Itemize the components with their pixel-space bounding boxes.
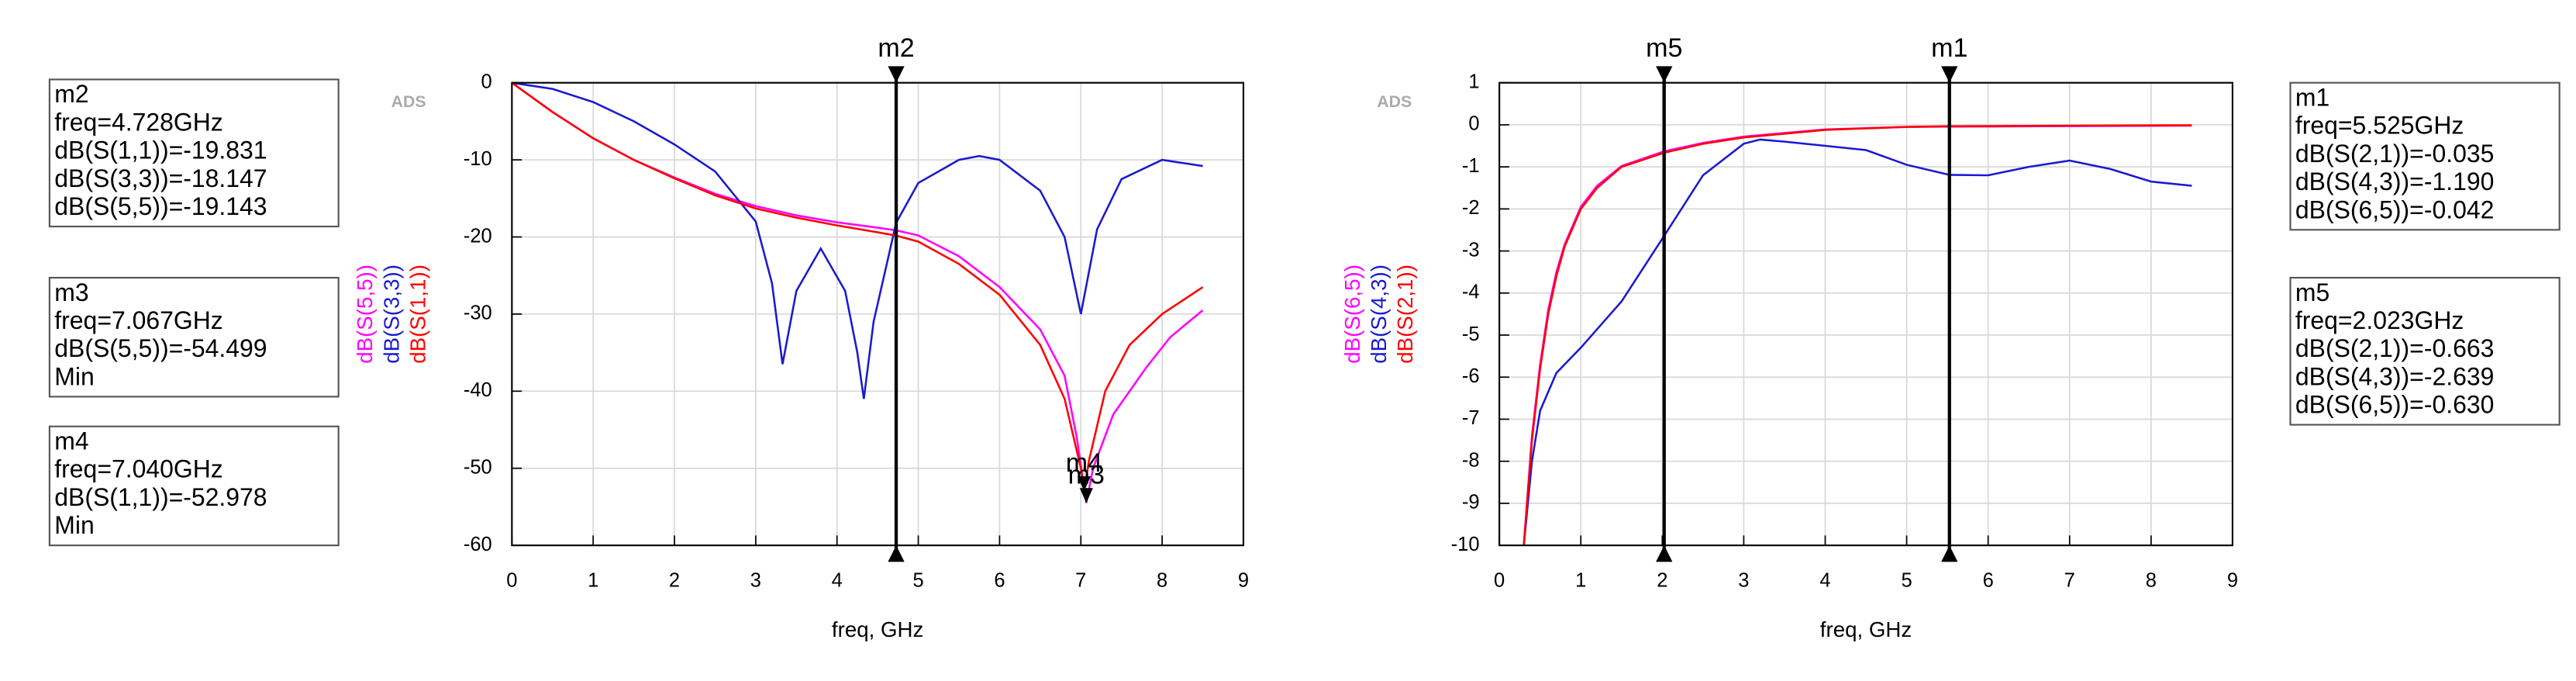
y-tick-label: -2 bbox=[1462, 197, 1480, 219]
legend-entry: dB(S(2,1)) bbox=[1393, 264, 1417, 364]
marker-box bbox=[2289, 276, 2560, 426]
x-tick-label: 1 bbox=[1575, 570, 1586, 592]
legend-entry: dB(S(5,5)) bbox=[353, 264, 377, 364]
watermark: ADS bbox=[391, 92, 426, 111]
x-axis-label: freq, GHz bbox=[832, 617, 923, 641]
marker-box-line: freq=7.067GHz bbox=[54, 306, 222, 334]
y-tick-label: -7 bbox=[1462, 407, 1480, 429]
marker-box-line: freq=5.525GHz bbox=[2295, 112, 2464, 140]
marker-arrow bbox=[1941, 66, 1958, 83]
marker-box bbox=[48, 425, 340, 547]
x-tick-label: 4 bbox=[832, 570, 843, 592]
series-line bbox=[1522, 124, 2192, 546]
x-tick-label: 7 bbox=[2064, 570, 2075, 592]
x-tick-label: 4 bbox=[1819, 570, 1830, 592]
watermark: ADS bbox=[1377, 92, 1412, 111]
marker-label: m4 bbox=[1066, 448, 1102, 478]
x-tick-label: 3 bbox=[1738, 570, 1749, 592]
marker-box-title: m5 bbox=[2295, 278, 2329, 306]
marker-label: m1 bbox=[1931, 33, 1967, 63]
marker-box bbox=[48, 78, 340, 228]
marker-box-line: dB(S(6,5))=-0.042 bbox=[2295, 195, 2495, 223]
marker-box-line: dB(S(2,1))=-0.035 bbox=[2295, 140, 2495, 168]
marker-arrow bbox=[888, 545, 905, 562]
marker-arrow bbox=[1941, 545, 1958, 562]
x-tick-label: 0 bbox=[1494, 570, 1505, 592]
series-line bbox=[512, 81, 1203, 399]
x-tick-label: 5 bbox=[1901, 570, 1912, 592]
legend-entry: dB(S(6,5)) bbox=[1340, 264, 1364, 364]
marker-box-line: dB(S(6,5))=-0.630 bbox=[2295, 391, 2495, 419]
marker-box bbox=[48, 276, 340, 398]
marker-box-line: freq=2.023GHz bbox=[2295, 306, 2464, 334]
marker-box-line: freq=4.728GHz bbox=[54, 108, 222, 136]
marker-arrow bbox=[888, 66, 905, 83]
marker-box-line: dB(S(2,1))=-0.663 bbox=[2295, 334, 2495, 362]
marker-box-line: Min bbox=[54, 362, 94, 390]
marker-box-line: freq=7.040GHz bbox=[54, 455, 222, 483]
x-tick-label: 6 bbox=[994, 570, 1005, 592]
marker-box-line: Min bbox=[54, 511, 94, 539]
marker-box-line: dB(S(4,3))=-2.639 bbox=[2295, 362, 2495, 390]
y-tick-label: 1 bbox=[1468, 71, 1479, 92]
y-tick-label: -40 bbox=[464, 379, 492, 401]
y-tick-label: -6 bbox=[1462, 365, 1480, 387]
y-tick-label: -1 bbox=[1462, 155, 1480, 177]
y-tick-label: 0 bbox=[481, 71, 492, 92]
y-tick-label: -10 bbox=[1451, 534, 1480, 555]
marker-arrow bbox=[1656, 545, 1673, 562]
marker-box-line: dB(S(1,1))=-52.978 bbox=[54, 483, 267, 511]
x-tick-label: 5 bbox=[912, 570, 923, 592]
x-tick-label: 2 bbox=[669, 570, 680, 592]
x-tick-label: 8 bbox=[2146, 570, 2157, 592]
legend-entry: dB(S(4,3)) bbox=[1367, 264, 1391, 364]
x-tick-label: 1 bbox=[588, 570, 598, 592]
plot-frame bbox=[511, 81, 1245, 547]
x-tick-label: 2 bbox=[1657, 570, 1667, 592]
x-tick-label: 0 bbox=[506, 570, 517, 592]
y-tick-label: -9 bbox=[1462, 492, 1480, 513]
y-tick-label: -8 bbox=[1462, 449, 1480, 471]
marker-label: m5 bbox=[1646, 33, 1682, 63]
y-tick-label: -10 bbox=[464, 148, 492, 170]
y-tick-label: -4 bbox=[1462, 282, 1480, 303]
marker-box-title: m2 bbox=[54, 80, 88, 108]
series-line bbox=[511, 81, 1204, 492]
y-tick-label: -60 bbox=[464, 534, 492, 555]
x-tick-label: 6 bbox=[1983, 570, 1994, 592]
marker-point bbox=[1077, 476, 1091, 492]
y-tick-label: -30 bbox=[464, 302, 492, 324]
marker-arrow bbox=[1656, 66, 1673, 83]
x-tick-label: 3 bbox=[750, 570, 761, 592]
marker-box-title: m3 bbox=[54, 278, 88, 306]
marker-box-title: m4 bbox=[54, 427, 88, 455]
x-axis-label: freq, GHz bbox=[1820, 617, 1912, 641]
legend-entry: dB(S(3,3)) bbox=[379, 264, 403, 364]
marker-box-line: dB(S(3,3))=-18.147 bbox=[54, 164, 267, 192]
y-tick-label: -50 bbox=[464, 456, 492, 478]
x-tick-label: 7 bbox=[1075, 570, 1086, 592]
x-tick-label: 8 bbox=[1157, 570, 1167, 592]
series-line bbox=[511, 81, 1204, 503]
marker-point bbox=[1079, 488, 1093, 503]
series-line bbox=[1522, 138, 2192, 546]
y-tick-label: 0 bbox=[1468, 113, 1479, 135]
x-tick-label: 9 bbox=[1238, 570, 1249, 592]
marker-box-title: m1 bbox=[2295, 83, 2329, 111]
x-tick-label: 9 bbox=[2227, 570, 2238, 592]
y-tick-label: -5 bbox=[1462, 323, 1480, 345]
marker-box-line: dB(S(5,5))=-19.143 bbox=[54, 192, 267, 220]
marker-box-line: dB(S(1,1))=-19.831 bbox=[54, 137, 267, 164]
y-tick-label: -20 bbox=[464, 225, 492, 247]
y-tick-label: -3 bbox=[1462, 239, 1480, 261]
marker-label: m2 bbox=[878, 33, 914, 63]
marker-box-line: dB(S(5,5))=-54.499 bbox=[54, 334, 267, 362]
plot-frame bbox=[1498, 81, 2233, 547]
legend-entry: dB(S(1,1)) bbox=[405, 264, 429, 364]
marker-box bbox=[2289, 81, 2560, 231]
marker-box-line: dB(S(4,3))=-1.190 bbox=[2295, 168, 2495, 195]
